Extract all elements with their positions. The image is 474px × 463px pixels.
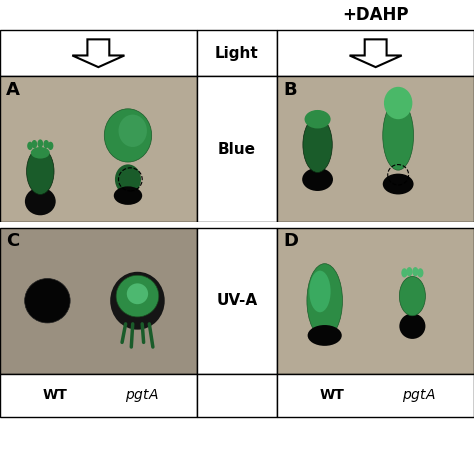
Bar [0, 76, 197, 222]
Text: Blue: Blue [218, 142, 256, 157]
Text: UV-A: UV-A [217, 293, 257, 308]
Bar [0, 30, 197, 76]
Text: C: C [6, 232, 19, 250]
Bar [197, 374, 277, 417]
Ellipse shape [48, 142, 54, 150]
Ellipse shape [110, 272, 164, 330]
Ellipse shape [412, 267, 419, 276]
Text: Light: Light [215, 46, 259, 61]
Bar [197, 76, 277, 222]
Text: B: B [283, 81, 297, 99]
Ellipse shape [309, 270, 331, 312]
Ellipse shape [115, 164, 141, 194]
Bar [197, 228, 277, 374]
Polygon shape [72, 39, 124, 67]
Text: $\it{pgtA}$: $\it{pgtA}$ [402, 387, 436, 404]
Ellipse shape [31, 140, 37, 148]
Bar [0, 0, 474, 30]
Circle shape [25, 278, 70, 323]
Ellipse shape [127, 283, 148, 304]
Ellipse shape [302, 168, 333, 191]
Ellipse shape [384, 87, 412, 119]
Ellipse shape [114, 186, 142, 205]
Ellipse shape [116, 275, 159, 317]
Ellipse shape [304, 110, 331, 128]
Ellipse shape [307, 263, 342, 338]
Ellipse shape [303, 117, 332, 172]
Ellipse shape [401, 268, 408, 277]
Text: WT: WT [320, 388, 345, 402]
Ellipse shape [27, 142, 33, 150]
Text: $\it{pgtA}$: $\it{pgtA}$ [125, 387, 158, 404]
Ellipse shape [31, 147, 50, 158]
Bar [0, 374, 197, 417]
Ellipse shape [399, 313, 425, 339]
Polygon shape [349, 39, 402, 67]
Ellipse shape [118, 115, 147, 147]
Bar [277, 374, 474, 417]
Text: A: A [6, 81, 19, 99]
Ellipse shape [104, 109, 152, 162]
Bar [277, 228, 474, 374]
Bar [277, 30, 474, 76]
Bar [197, 30, 277, 76]
Bar [0, 228, 197, 374]
Ellipse shape [44, 140, 49, 148]
Bar [277, 76, 474, 222]
Ellipse shape [308, 325, 342, 346]
Ellipse shape [406, 267, 412, 276]
Ellipse shape [37, 139, 43, 148]
Bar [0, 222, 474, 228]
Ellipse shape [417, 268, 423, 277]
Ellipse shape [383, 100, 413, 170]
Text: WT: WT [43, 388, 67, 402]
Text: D: D [283, 232, 298, 250]
Ellipse shape [383, 174, 413, 194]
Text: +DAHP: +DAHP [342, 6, 409, 24]
Ellipse shape [27, 148, 54, 194]
Ellipse shape [399, 276, 425, 316]
Ellipse shape [25, 188, 56, 215]
